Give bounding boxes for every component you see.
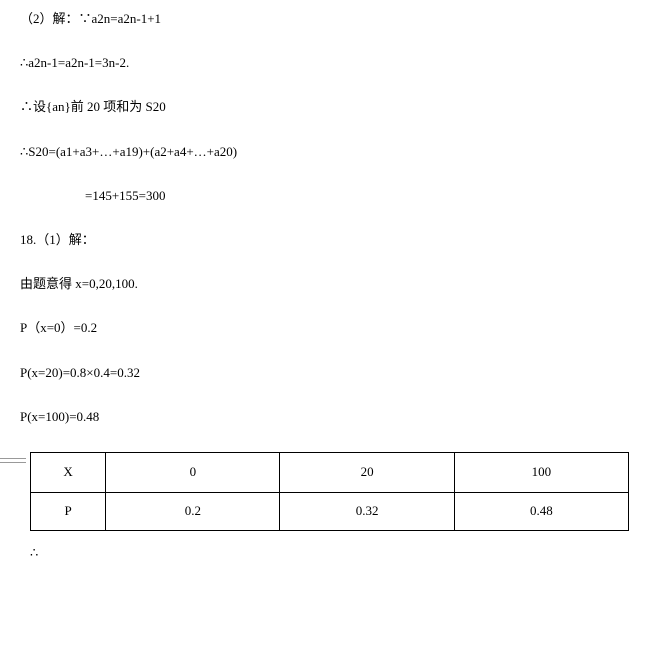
math-line-4: ∴S20=(a1+a3+…+a19)+(a2+a4+…+a20) (20, 143, 629, 161)
table-header-20: 20 (280, 452, 454, 492)
problem-18-header: 18.（1）解： (20, 231, 629, 249)
table-header-0: 0 (106, 452, 280, 492)
math-line-1: （2）解：∵a2n=a2n-1+1 (20, 10, 629, 28)
table-header-x: X (31, 452, 106, 492)
therefore-symbol: ∴ (30, 545, 629, 561)
math-line-9: P(x=20)=0.8×0.4=0.32 (20, 364, 629, 382)
math-line-3: ∴设{an}前 20 项和为 S20 (20, 98, 629, 116)
table-header-100: 100 (454, 452, 628, 492)
table-data-row: P 0.2 0.32 0.48 (31, 492, 629, 530)
table-lead-lines (0, 458, 26, 466)
lead-line-2 (0, 462, 26, 463)
math-line-5: =145+155=300 (20, 187, 629, 205)
table-cell-p20: 0.32 (280, 492, 454, 530)
probability-table-wrapper: X 0 20 100 P 0.2 0.32 0.48 (20, 452, 629, 531)
table-cell-p0: 0.2 (106, 492, 280, 530)
math-line-2: ∴a2n-1=a2n-1=3n-2. (20, 54, 629, 72)
probability-table: X 0 20 100 P 0.2 0.32 0.48 (30, 452, 629, 531)
lead-line-1 (0, 458, 26, 459)
table-row-p: P (31, 492, 106, 530)
math-line-10: P(x=100)=0.48 (20, 408, 629, 426)
table-cell-p100: 0.48 (454, 492, 628, 530)
table-header-row: X 0 20 100 (31, 452, 629, 492)
math-line-7: 由题意得 x=0,20,100. (20, 275, 629, 293)
math-line-8: P（x=0）=0.2 (20, 319, 629, 337)
